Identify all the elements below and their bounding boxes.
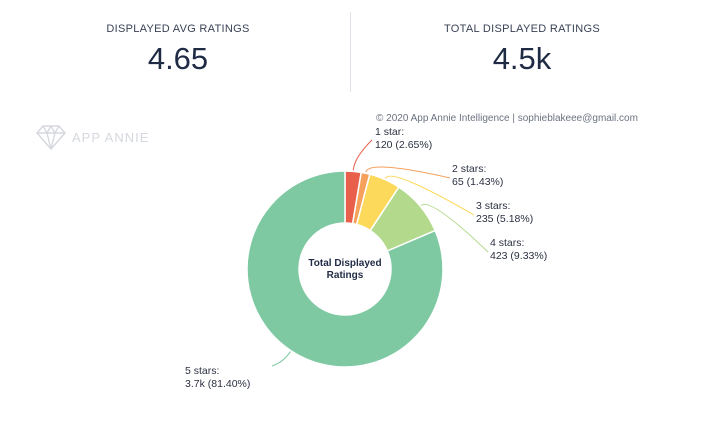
- leader-line-5: [271, 351, 291, 367]
- slice-value-label-5: 3.7k (81.40%): [185, 378, 250, 390]
- logo-text: APP ANNIE: [72, 129, 150, 145]
- leader-line-4: [420, 204, 489, 253]
- center-label-line-1: Total Displayed: [308, 258, 381, 269]
- leader-line-2: [365, 166, 451, 179]
- avg-ratings-label: DISPLAYED AVG RATINGS: [106, 23, 250, 35]
- slice-name-label-2: 2 stars:: [452, 163, 486, 175]
- slice-name-label-1: 1 star:: [375, 126, 404, 138]
- slice-name-label-4: 4 stars:: [490, 237, 524, 249]
- total-ratings-stat: TOTAL DISPLAYED RATINGS 4.5k: [352, 0, 692, 77]
- total-ratings-label: TOTAL DISPLAYED RATINGS: [443, 23, 601, 35]
- slice-value-label-3: 235 (5.18%): [476, 213, 533, 225]
- avg-ratings-value: 4.65: [147, 41, 209, 76]
- slice-value-label-1: 120 (2.65%): [375, 139, 432, 151]
- donut-slice-5[interactable]: [246, 170, 444, 368]
- stat-divider: [350, 12, 351, 92]
- total-ratings-value: 4.5k: [492, 41, 552, 76]
- center-label-line-2: Ratings: [327, 270, 364, 281]
- slice-value-label-4: 423 (9.33%): [490, 250, 547, 262]
- slice-value-label-2: 65 (1.43%): [452, 176, 503, 188]
- diamond-icon: [36, 125, 66, 150]
- app-annie-logo: APP ANNIE: [36, 124, 149, 150]
- slice-name-label-5: 5 stars:: [185, 365, 219, 377]
- slice-name-label-3: 3 stars:: [476, 200, 510, 212]
- avg-ratings-stat: DISPLAYED AVG RATINGS 4.65: [8, 0, 348, 77]
- leader-line-3: [384, 175, 475, 216]
- copyright-text: © 2020 App Annie Intelligence | sophiebl…: [376, 113, 638, 124]
- leader-line-1: [352, 139, 373, 171]
